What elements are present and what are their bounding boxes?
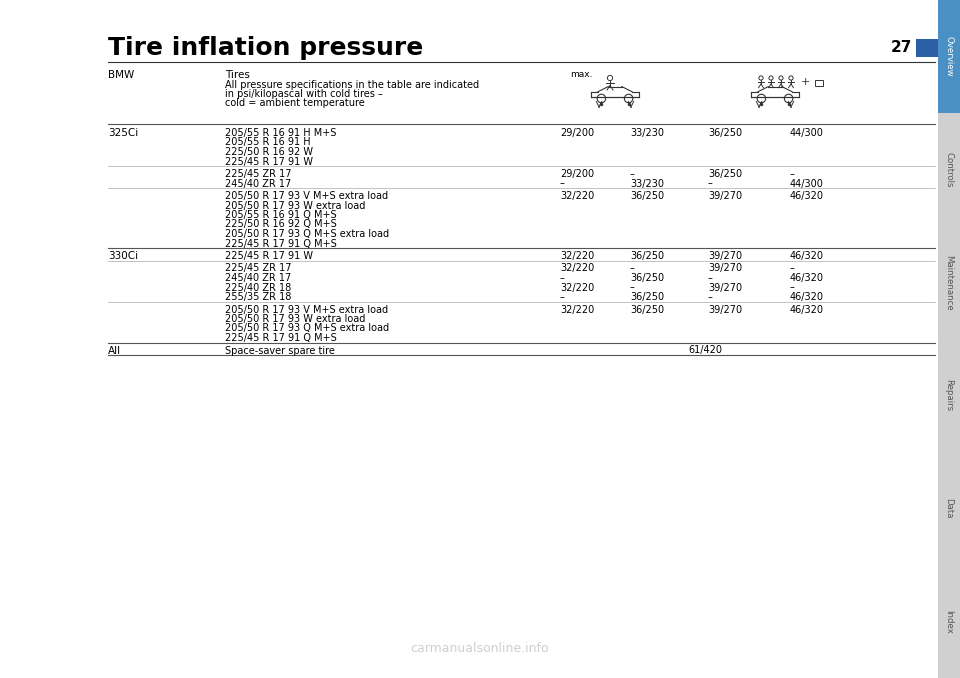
Text: Overview: Overview (945, 36, 953, 77)
Text: 225/45 R 17 91 W: 225/45 R 17 91 W (225, 251, 313, 261)
Text: All pressure specifications in the table are indicated: All pressure specifications in the table… (225, 80, 479, 90)
Text: 39/270: 39/270 (708, 251, 742, 261)
Text: 39/270: 39/270 (708, 304, 742, 315)
Text: 225/45 R 17 91 Q M+S: 225/45 R 17 91 Q M+S (225, 239, 337, 249)
Text: –: – (708, 273, 713, 283)
Text: 205/55 R 16 91 H M+S: 205/55 R 16 91 H M+S (225, 128, 336, 138)
Text: 27: 27 (891, 41, 912, 56)
Text: –: – (790, 264, 795, 273)
Text: 44/300: 44/300 (790, 178, 824, 188)
Text: cold = ambient temperature: cold = ambient temperature (225, 98, 365, 108)
Text: Data: Data (945, 498, 953, 519)
Bar (938, 0, 960, 113)
Text: Maintenance: Maintenance (945, 255, 953, 311)
Text: 32/220: 32/220 (560, 304, 594, 315)
Bar (815, 80, 823, 86)
Text: –: – (790, 283, 795, 292)
Text: –: – (708, 178, 713, 188)
Text: 205/50 R 17 93 V M+S extra load: 205/50 R 17 93 V M+S extra load (225, 191, 388, 201)
Text: in psi/kilopascal with cold tires –: in psi/kilopascal with cold tires – (225, 89, 383, 99)
Text: 39/270: 39/270 (708, 264, 742, 273)
Text: +: + (801, 77, 809, 87)
Text: 33/230: 33/230 (630, 128, 664, 138)
Text: 225/45 R 17 91 W: 225/45 R 17 91 W (225, 157, 313, 167)
Text: 36/250: 36/250 (630, 191, 664, 201)
Text: BMW: BMW (108, 70, 134, 80)
Text: Space-saver spare tire: Space-saver spare tire (225, 346, 335, 355)
Text: 245/40 ZR 17: 245/40 ZR 17 (225, 178, 291, 188)
Text: 29/200: 29/200 (560, 169, 594, 179)
Text: 32/220: 32/220 (560, 283, 594, 292)
Text: 225/45 ZR 17: 225/45 ZR 17 (225, 169, 292, 179)
Text: –: – (560, 178, 564, 188)
Text: 32/220: 32/220 (560, 191, 594, 201)
Text: 33/230: 33/230 (630, 178, 664, 188)
Text: 330Ci: 330Ci (108, 251, 138, 261)
Text: –: – (630, 264, 635, 273)
Text: 36/250: 36/250 (708, 169, 742, 179)
Text: Tires: Tires (225, 70, 250, 80)
Bar (916, 39, 938, 57)
Text: 46/320: 46/320 (790, 292, 824, 302)
Text: Repairs: Repairs (945, 380, 953, 412)
Text: –: – (560, 273, 564, 283)
Text: –: – (630, 169, 635, 179)
Text: 36/250: 36/250 (630, 292, 664, 302)
Bar (938, 226, 960, 339)
Text: 32/220: 32/220 (560, 264, 594, 273)
Text: –: – (630, 283, 635, 292)
Bar (938, 113, 960, 226)
Text: 32/220: 32/220 (560, 251, 594, 261)
Text: 36/250: 36/250 (630, 273, 664, 283)
Text: All: All (108, 346, 121, 355)
Text: carmanualsonline.info: carmanualsonline.info (411, 641, 549, 654)
Text: 46/320: 46/320 (790, 191, 824, 201)
Text: 205/50 R 17 93 W extra load: 205/50 R 17 93 W extra load (225, 201, 366, 210)
Text: 255/35 ZR 18: 255/35 ZR 18 (225, 292, 292, 302)
Text: –: – (790, 169, 795, 179)
Text: 205/55 R 16 91 Q M+S: 205/55 R 16 91 Q M+S (225, 210, 337, 220)
Text: 36/250: 36/250 (708, 128, 742, 138)
Text: 39/270: 39/270 (708, 191, 742, 201)
Text: 44/300: 44/300 (790, 128, 824, 138)
Text: 225/50 R 16 92 Q M+S: 225/50 R 16 92 Q M+S (225, 220, 337, 229)
Text: 205/50 R 17 93 Q M+S extra load: 205/50 R 17 93 Q M+S extra load (225, 229, 389, 239)
Bar (938, 339, 960, 452)
Text: 36/250: 36/250 (630, 304, 664, 315)
Text: 205/50 R 17 93 Q M+S extra load: 205/50 R 17 93 Q M+S extra load (225, 323, 389, 334)
Text: 205/55 R 16 91 H: 205/55 R 16 91 H (225, 138, 311, 148)
Text: 46/320: 46/320 (790, 251, 824, 261)
Text: 46/320: 46/320 (790, 304, 824, 315)
Text: 325Ci: 325Ci (108, 128, 138, 138)
Text: 36/250: 36/250 (630, 251, 664, 261)
Text: 225/45 ZR 17: 225/45 ZR 17 (225, 264, 292, 273)
Text: 46/320: 46/320 (790, 273, 824, 283)
Bar (938, 565, 960, 678)
Text: 225/40 ZR 18: 225/40 ZR 18 (225, 283, 291, 292)
Text: Index: Index (945, 610, 953, 633)
Text: Controls: Controls (945, 152, 953, 187)
Text: 29/200: 29/200 (560, 128, 594, 138)
Text: 225/50 R 16 92 W: 225/50 R 16 92 W (225, 147, 313, 157)
Text: 205/50 R 17 93 W extra load: 205/50 R 17 93 W extra load (225, 314, 366, 324)
Text: 245/40 ZR 17: 245/40 ZR 17 (225, 273, 291, 283)
Text: max.: max. (570, 70, 592, 79)
Text: 61/420: 61/420 (688, 346, 722, 355)
Text: –: – (708, 292, 713, 302)
Bar (938, 452, 960, 565)
Text: 205/50 R 17 93 V M+S extra load: 205/50 R 17 93 V M+S extra load (225, 304, 388, 315)
Text: –: – (560, 292, 564, 302)
Text: 39/270: 39/270 (708, 283, 742, 292)
Text: Tire inflation pressure: Tire inflation pressure (108, 36, 423, 60)
Text: 225/45 R 17 91 Q M+S: 225/45 R 17 91 Q M+S (225, 333, 337, 343)
